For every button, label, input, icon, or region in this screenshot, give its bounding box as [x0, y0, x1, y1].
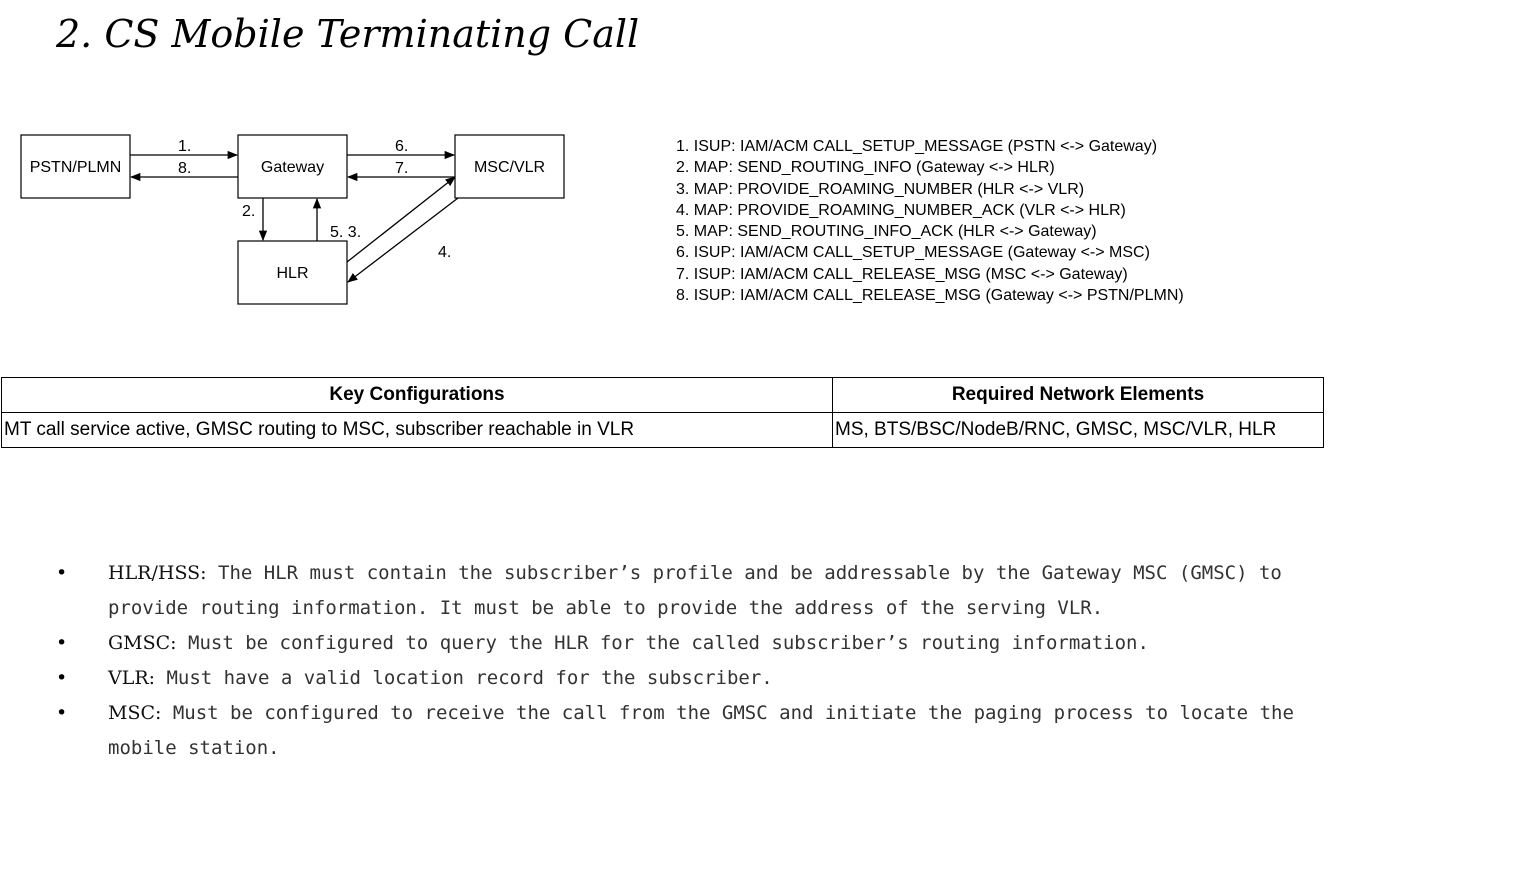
- legend-item: 8. ISUP: IAM/ACM CALL_RELEASE_MSG (Gatew…: [676, 287, 1184, 305]
- list-item: • GMSC: Must be configured to query the H…: [56, 626, 1326, 661]
- bullet-icon: •: [56, 632, 68, 654]
- call-flow-diagram: PSTN/PLMN Gateway MSC/VLR HLR 1. 8. 6. 7…: [20, 134, 565, 305]
- page-title: 2. CS Mobile Terminating Call: [56, 12, 640, 56]
- requirement-desc: The HLR must contain the subscriber’s pr…: [108, 562, 1282, 619]
- requirement-term: HLR/HSS:: [108, 562, 207, 584]
- arrow-4: [347, 197, 459, 283]
- node-gateway: Gateway: [237, 134, 348, 199]
- node-msc-label: MSC/VLR: [474, 159, 545, 176]
- node-gateway-label: Gateway: [261, 159, 324, 176]
- label-6: 6.: [395, 138, 408, 155]
- label-1: 1.: [178, 138, 191, 155]
- node-pstn-label: PSTN/PLMN: [30, 159, 122, 176]
- list-item: • VLR: Must have a valid location record …: [56, 661, 1326, 696]
- node-hlr: HLR: [237, 240, 348, 305]
- cell-required-elements: MS, BTS/BSC/NodeB/RNC, GMSC, MSC/VLR, HL…: [832, 412, 1324, 448]
- table-row: MT call service active, GMSC routing to …: [1, 412, 1324, 448]
- legend-item: 6. ISUP: IAM/ACM CALL_SETUP_MESSAGE (Gat…: [676, 244, 1150, 262]
- cell-key-configurations: MT call service active, GMSC routing to …: [1, 412, 833, 448]
- message-legend: 1. ISUP: IAM/ACM CALL_SETUP_MESSAGE (PST…: [676, 136, 1184, 306]
- node-hlr-label: HLR: [276, 265, 308, 282]
- requirement-term: MSC:: [108, 702, 162, 724]
- label-8: 8.: [178, 160, 191, 177]
- list-item: • HLR/HSS: The HLR must contain the subsc…: [56, 556, 1326, 626]
- label-5-3: 5. 3.: [330, 224, 361, 241]
- requirement-desc: Must have a valid location record for th…: [155, 667, 773, 689]
- legend-item: 3. MAP: PROVIDE_ROAMING_NUMBER (HLR <-> …: [676, 180, 1085, 198]
- list-item: • MSC: Must be configured to receive the …: [56, 696, 1326, 766]
- header-key-configurations: Key Configurations: [1, 377, 833, 413]
- config-table: Key Configurations Required Network Elem…: [1, 377, 1324, 448]
- label-7: 7.: [395, 160, 408, 177]
- legend-item: 7. ISUP: IAM/ACM CALL_RELEASE_MSG (MSC <…: [676, 265, 1128, 283]
- bullet-icon: •: [56, 562, 68, 584]
- label-2: 2.: [242, 203, 255, 220]
- node-pstn: PSTN/PLMN: [20, 134, 131, 199]
- label-4: 4.: [438, 244, 451, 261]
- table-header-row: Key Configurations Required Network Elem…: [1, 377, 1324, 413]
- requirement-desc: Must be configured to receive the call f…: [108, 702, 1294, 759]
- bullet-icon: •: [56, 667, 68, 689]
- requirement-desc: Must be configured to query the HLR for …: [176, 632, 1149, 654]
- node-msc-vlr: MSC/VLR: [454, 134, 565, 199]
- arrow-3: [346, 176, 456, 263]
- header-required-elements: Required Network Elements: [832, 377, 1324, 413]
- requirement-term: GMSC:: [108, 632, 177, 654]
- legend-item: 4. MAP: PROVIDE_ROAMING_NUMBER_ACK (VLR …: [676, 201, 1126, 219]
- legend-item: 1. ISUP: IAM/ACM CALL_SETUP_MESSAGE (PST…: [676, 138, 1158, 155]
- requirements-list: • HLR/HSS: The HLR must contain the subsc…: [56, 556, 1326, 766]
- requirement-term: VLR:: [108, 667, 156, 689]
- bullet-icon: •: [56, 702, 68, 724]
- legend-item: 5. MAP: SEND_ROUTING_INFO_ACK (HLR <-> G…: [676, 223, 1097, 241]
- legend-item: 2. MAP: SEND_ROUTING_INFO (Gateway <-> H…: [676, 159, 1055, 177]
